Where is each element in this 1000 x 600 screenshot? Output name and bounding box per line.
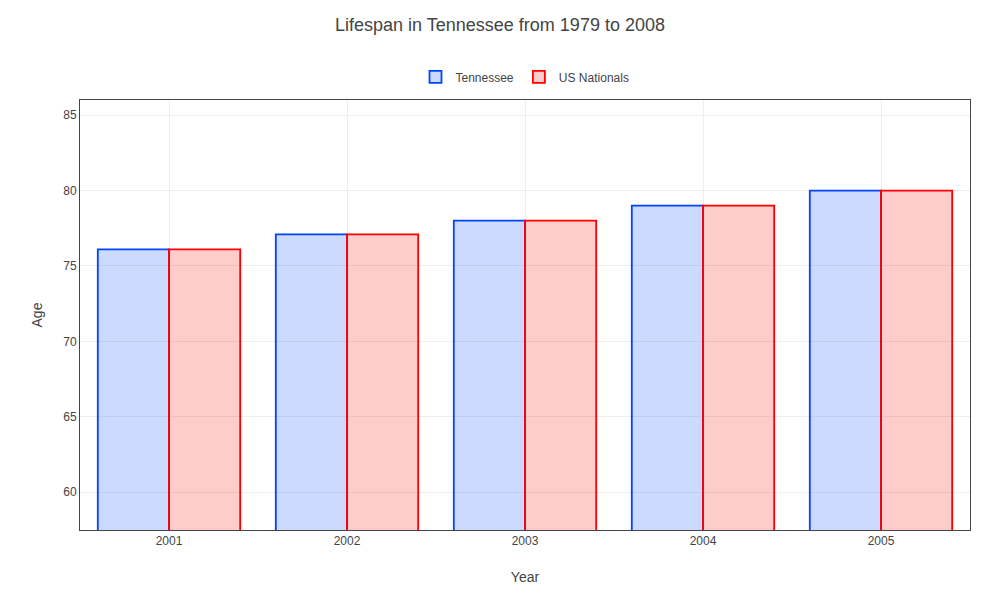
svg-text:US Nationals: US Nationals — [559, 71, 629, 85]
svg-text:2004: 2004 — [690, 534, 717, 548]
svg-text:Tennessee: Tennessee — [456, 71, 514, 85]
svg-text:Lifespan in Tennessee from 197: Lifespan in Tennessee from 1979 to 2008 — [335, 15, 665, 35]
svg-text:60: 60 — [63, 485, 77, 499]
svg-text:2002: 2002 — [334, 534, 361, 548]
svg-text:2001: 2001 — [156, 534, 183, 548]
svg-text:65: 65 — [63, 410, 77, 424]
svg-text:70: 70 — [63, 335, 77, 349]
svg-text:80: 80 — [63, 184, 77, 198]
svg-text:85: 85 — [63, 108, 77, 122]
svg-text:2003: 2003 — [512, 534, 539, 548]
svg-text:75: 75 — [63, 259, 77, 273]
svg-text:Year: Year — [511, 569, 540, 585]
svg-text:Age: Age — [29, 302, 45, 327]
svg-text:2005: 2005 — [868, 534, 895, 548]
